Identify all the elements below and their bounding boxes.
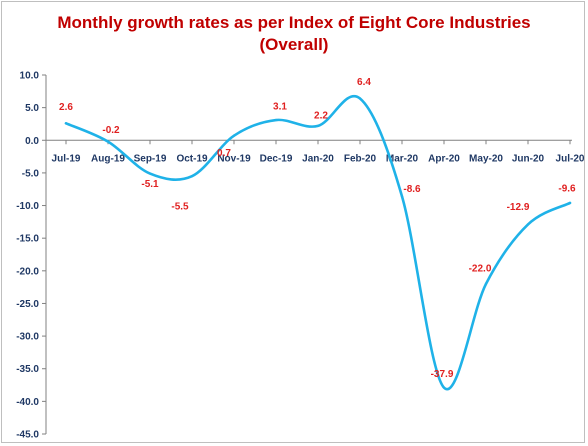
data-point: [190, 174, 194, 178]
x-tick-label: May-20: [469, 153, 503, 164]
x-tick-label: Feb-20: [344, 153, 377, 164]
x-tick-label: Apr-20: [428, 153, 460, 164]
data-point: [148, 172, 152, 175]
x-tick-label: Jul-20: [556, 153, 585, 164]
data-point: [484, 282, 488, 286]
data-label: 2.6: [59, 102, 73, 113]
data-point: [232, 134, 236, 137]
y-tick-label: -30.0: [16, 332, 39, 343]
y-tick-label: -5.0: [22, 168, 40, 179]
y-tick-label: -25.0: [16, 299, 39, 310]
x-tick-label: Jan-20: [302, 153, 334, 164]
chart-title-line-1: Monthly growth rates as per Index of Eig…: [57, 13, 531, 32]
data-label: 3.1: [273, 102, 287, 113]
data-label: 0.7: [217, 148, 231, 159]
data-label: -8.6: [403, 184, 421, 195]
y-tick-label: -45.0: [16, 430, 39, 441]
y-tick-label: 5.0: [25, 103, 39, 114]
chart-title-line-2: (Overall): [259, 35, 329, 54]
data-point: [400, 195, 404, 198]
data-label: -9.6: [558, 183, 576, 194]
x-tick-label: Dec-19: [260, 153, 293, 164]
y-tick-label: -10.0: [16, 201, 39, 212]
y-tick-label: -20.0: [16, 266, 39, 277]
data-label: -5.1: [141, 179, 159, 190]
y-tick-label: 0.0: [25, 136, 39, 147]
data-point: [442, 386, 446, 389]
data-point: [106, 140, 110, 143]
y-tick-label: -35.0: [16, 364, 39, 375]
y-tick-label: -40.0: [16, 397, 39, 408]
data-label: 2.2: [314, 110, 328, 121]
data-point: [568, 201, 572, 205]
x-tick-label: Nov-19: [217, 153, 251, 164]
data-point: [316, 124, 320, 128]
data-point: [358, 97, 362, 100]
x-tick-label: Oct-19: [176, 153, 208, 164]
x-tick-label: Aug-19: [91, 153, 125, 164]
y-tick-label: 10.0: [20, 71, 40, 82]
data-label: -0.2: [102, 125, 120, 136]
y-tick-label: -15.0: [16, 234, 39, 245]
x-tick-label: Jun-20: [512, 153, 545, 164]
chart-title: Monthly growth rates as per Index of Eig…: [0, 12, 588, 56]
data-label: 6.4: [357, 77, 371, 88]
series-line: [64, 94, 572, 391]
data-label: -22.0: [469, 263, 492, 274]
x-tick-label: Mar-20: [386, 153, 419, 164]
data-point: [64, 122, 68, 125]
data-point: [274, 118, 278, 122]
x-tick-label: Jul-19: [52, 153, 81, 164]
x-tick-label: Sep-19: [134, 153, 167, 164]
data-label: -5.5: [171, 202, 189, 213]
data-label: -37.9: [431, 369, 454, 380]
data-point: [526, 223, 530, 226]
data-label: -12.9: [507, 202, 530, 213]
